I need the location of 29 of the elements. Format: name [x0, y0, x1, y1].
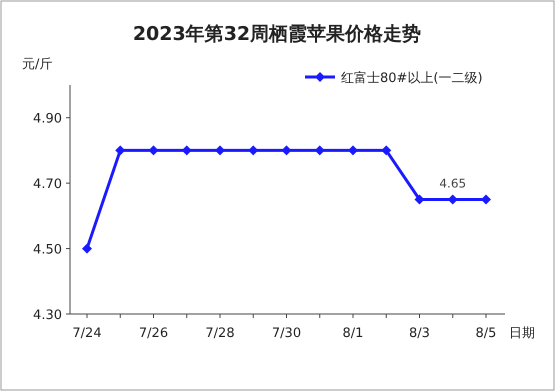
point [115, 145, 126, 156]
x-axis-title: 日期 [509, 326, 535, 341]
legend-label: 红富士80#以上(一二级) [341, 70, 483, 86]
point [148, 145, 158, 156]
data-label: 4.65 [439, 176, 466, 190]
x-tick-label: 7/30 [272, 326, 302, 341]
point [314, 145, 325, 156]
point [182, 145, 192, 156]
x-tick-label: 8/5 [476, 326, 496, 341]
point [282, 145, 292, 156]
x-tick-label: 8/3 [409, 326, 430, 341]
x-tick-label: 8/1 [342, 326, 364, 341]
point [248, 145, 258, 156]
y-tick-label: 4.70 [33, 177, 62, 192]
y-tick-label: 4.90 [33, 112, 62, 127]
point [481, 194, 491, 204]
y-axis-title: 元/斤 [22, 57, 52, 72]
chart-title: 2023年第32周栖霞苹果价格走势 [132, 23, 422, 45]
y-tick-label: 4.30 [33, 308, 62, 323]
point [448, 194, 458, 204]
point [348, 145, 358, 156]
x-tick-label: 7/24 [72, 326, 102, 341]
point [381, 145, 392, 156]
y-tick-label: 4.50 [33, 242, 62, 258]
point [82, 244, 92, 254]
x-tick-label: 7/26 [138, 326, 168, 341]
point [414, 194, 424, 204]
x-tick-label: 7/28 [205, 326, 235, 341]
point [215, 145, 225, 156]
